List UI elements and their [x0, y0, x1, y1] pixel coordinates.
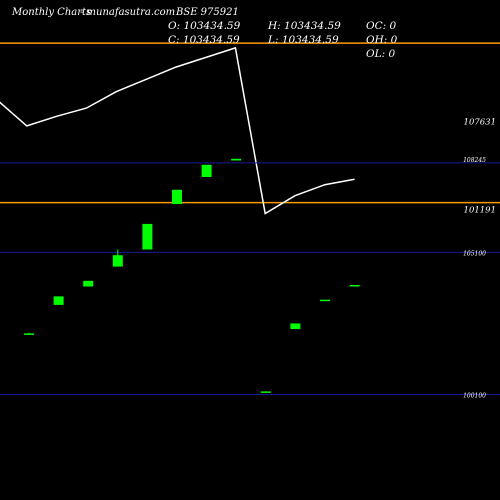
candle-body-5 [172, 189, 182, 204]
oh-value: OH: 0 [366, 34, 398, 46]
ol-value: OL: 0 [366, 48, 396, 60]
candle-body-2 [83, 280, 94, 287]
line-series-0 [0, 46, 355, 215]
candle-body-4 [142, 223, 153, 250]
close-value: C: 103434.59 [168, 34, 240, 46]
candle-body-0 [24, 333, 34, 335]
high-value: H: 103434.59 [268, 20, 341, 32]
candle-body-6 [201, 164, 212, 177]
symbol-label: BSE 975921 [176, 7, 239, 18]
line-tick-label-1: 107631 [464, 118, 496, 128]
candle-tick-label-0: 100100 [463, 393, 486, 400]
candle-body-8 [260, 391, 271, 393]
candle-body-11 [349, 285, 360, 287]
candle-tick-label-1: 105100 [463, 250, 486, 257]
candle-body-9 [290, 323, 301, 330]
line-tick-label-0: 101191 [464, 206, 496, 216]
candle-body-7 [231, 158, 242, 161]
candle-body-1 [53, 296, 64, 305]
oc-value: OC: 0 [366, 20, 397, 32]
candle-tick-label-2: 108245 [463, 157, 486, 164]
low-value: L: 103434.59 [268, 34, 339, 46]
site-name: - munafasutra.com [80, 7, 176, 18]
candle-body-10 [320, 299, 330, 302]
chart-title: Monthly Charts [12, 7, 92, 18]
open-value: O: 103434.59 [168, 20, 241, 32]
candle-body-3 [112, 255, 123, 267]
